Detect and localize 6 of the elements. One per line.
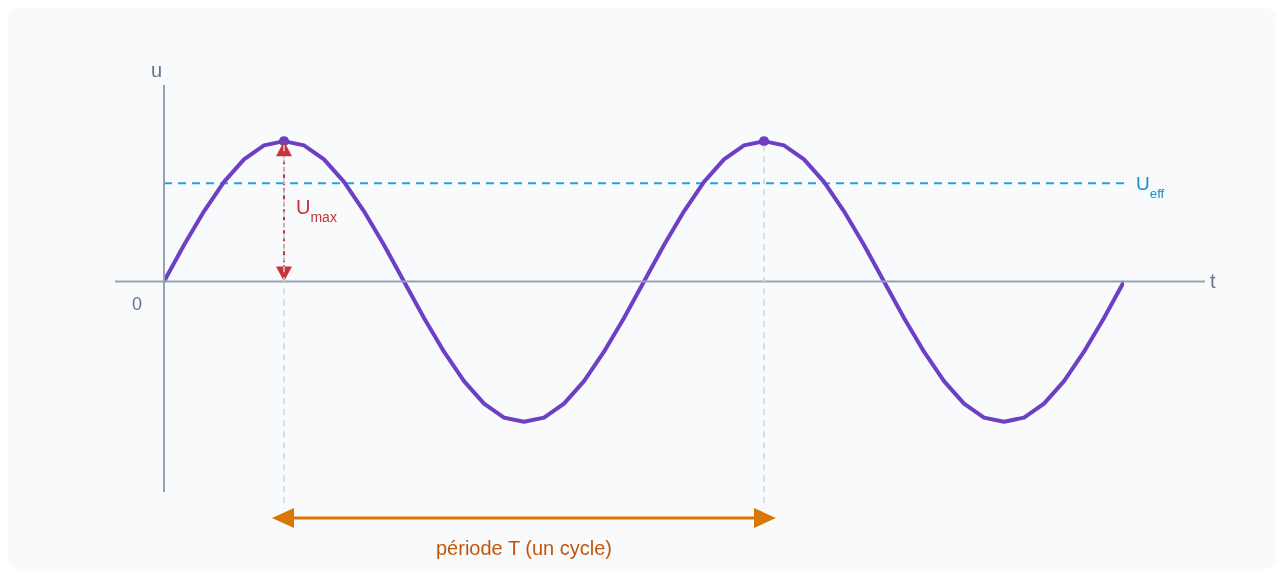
text: 0 xyxy=(132,294,143,315)
ref-line-label: U$_{eff}$ xyxy=(1136,173,1165,201)
text: période T (un cycle) xyxy=(435,537,613,559)
x-axis-title: t xyxy=(1210,270,1216,293)
y-axis-title: u xyxy=(151,59,163,81)
annotation: U$_{max}$ xyxy=(296,196,337,226)
